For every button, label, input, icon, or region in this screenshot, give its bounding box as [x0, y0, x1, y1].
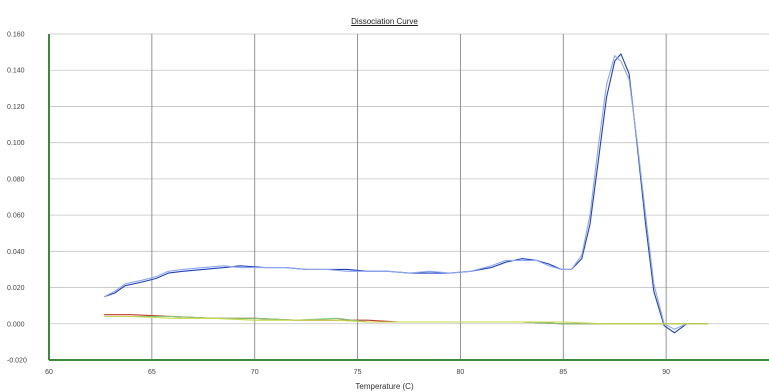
series-line-5: [103, 315, 708, 325]
x-tick-label: 90: [662, 369, 670, 376]
y-tick-label: 0.060: [7, 213, 25, 220]
y-tick-label: 0.120: [7, 104, 25, 111]
x-tick-label: 70: [251, 369, 259, 376]
y-tick-label: 0.040: [7, 249, 25, 256]
x-tick-label: 80: [457, 369, 465, 376]
chart-title: Dissociation Curve: [351, 17, 418, 26]
series-line-1: [103, 53, 708, 334]
y-tick-label: 0.160: [7, 32, 25, 39]
x-tick-label: 85: [559, 369, 567, 376]
series-line-4: [103, 315, 708, 325]
y-tick-label: -0.020: [7, 358, 27, 365]
x-tick-label: 75: [354, 369, 362, 376]
x-tick-label: 65: [148, 369, 156, 376]
y-tick-label: 0.100: [7, 140, 25, 147]
y-tick-label: 0.000: [7, 321, 25, 328]
series-line-2: [103, 55, 708, 330]
y-tick-label: 0.080: [7, 176, 25, 183]
x-tick-label: 60: [45, 369, 53, 376]
y-tick-label: 0.140: [7, 68, 25, 75]
y-tick-label: 0.020: [7, 285, 25, 292]
x-axis-label: Temperature (C): [355, 382, 414, 391]
